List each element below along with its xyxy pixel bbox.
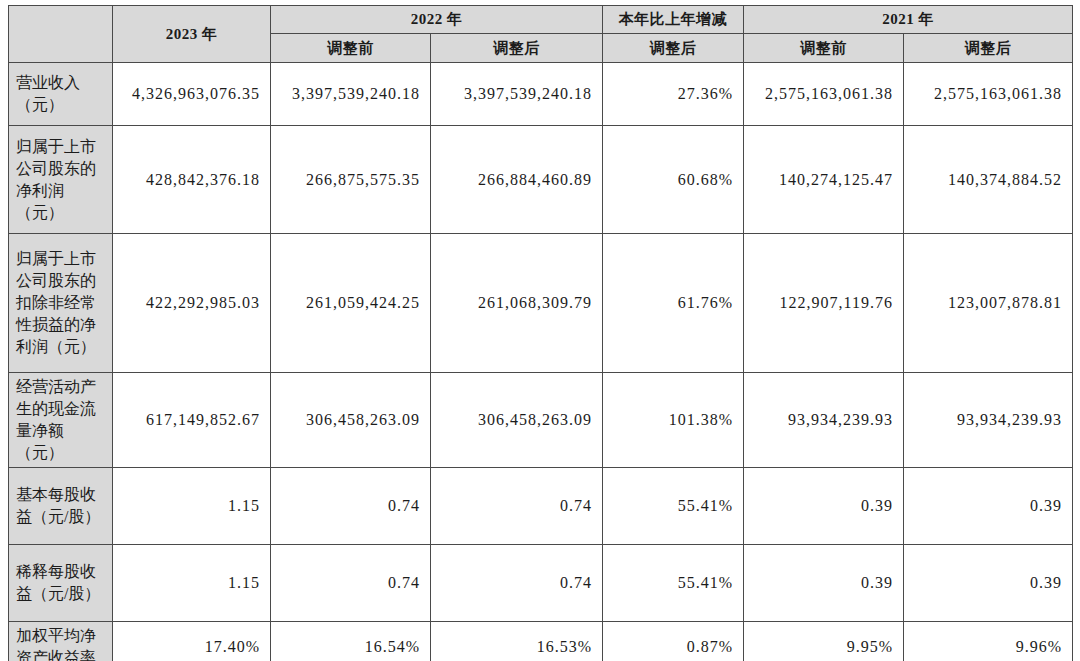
table-row-basic-eps: 基本每股收益（元/股） 1.15 0.74 0.74 55.41% 0.39 0… bbox=[9, 468, 1073, 545]
cell-2022-before: 3,397,539,240.18 bbox=[271, 63, 431, 126]
cell-2022-before: 266,875,575.35 bbox=[271, 126, 431, 234]
header-2021: 2021 年 bbox=[744, 6, 1073, 34]
row-label: 基本每股收益（元/股） bbox=[9, 468, 113, 545]
document-page: 2023 年 2022 年 本年比上年增减 2021 年 调整前 调整后 调整后… bbox=[0, 0, 1080, 661]
header-2021-adj-after: 调整后 bbox=[904, 34, 1073, 63]
cell-2021-after: 123,007,878.81 bbox=[904, 234, 1073, 373]
cell-change: 55.41% bbox=[603, 545, 744, 622]
table-header: 2023 年 2022 年 本年比上年增减 2021 年 调整前 调整后 调整后… bbox=[9, 6, 1073, 63]
header-row-1: 2023 年 2022 年 本年比上年增减 2021 年 bbox=[9, 6, 1073, 34]
cell-2022-before: 261,059,424.25 bbox=[271, 234, 431, 373]
table-row-weighted-avg-roe: 加权平均净资产收益率 17.40% 16.54% 16.53% 0.87% 9.… bbox=[9, 622, 1073, 661]
row-label: 稀释每股收益（元/股） bbox=[9, 545, 113, 622]
corner-header-cell bbox=[9, 6, 113, 63]
table-row-net-profit-excl-nonrecurring: 归属于上市公司股东的扣除非经常性损益的净利润（元） 422,292,985.03… bbox=[9, 234, 1073, 373]
header-change: 本年比上年增减 bbox=[603, 6, 744, 34]
cell-2021-before: 0.39 bbox=[744, 545, 904, 622]
cell-2022-after: 3,397,539,240.18 bbox=[431, 63, 603, 126]
table-row-revenue: 营业收入（元） 4,326,963,076.35 3,397,539,240.1… bbox=[9, 63, 1073, 126]
row-label: 加权平均净资产收益率 bbox=[9, 622, 113, 661]
cell-2021-before: 122,907,119.76 bbox=[744, 234, 904, 373]
header-2022-adj-before: 调整前 bbox=[271, 34, 431, 63]
cell-2022-before: 306,458,263.09 bbox=[271, 373, 431, 468]
cell-2021-after: 2,575,163,061.38 bbox=[904, 63, 1073, 126]
cell-2021-before: 93,934,239.93 bbox=[744, 373, 904, 468]
cell-change: 0.87% bbox=[603, 622, 744, 661]
cell-2022-after: 0.74 bbox=[431, 545, 603, 622]
table-row-net-profit: 归属于上市公司股东的净利润（元） 428,842,376.18 266,875,… bbox=[9, 126, 1073, 234]
cell-change: 60.68% bbox=[603, 126, 744, 234]
header-2021-adj-before: 调整前 bbox=[744, 34, 904, 63]
cell-2021-after: 93,934,239.93 bbox=[904, 373, 1073, 468]
cell-2023: 1.15 bbox=[113, 545, 271, 622]
cell-2022-after: 16.53% bbox=[431, 622, 603, 661]
cell-2023: 428,842,376.18 bbox=[113, 126, 271, 234]
row-label: 经营活动产生的现金流量净额（元） bbox=[9, 373, 113, 468]
cell-2023: 617,149,852.67 bbox=[113, 373, 271, 468]
table-body: 营业收入（元） 4,326,963,076.35 3,397,539,240.1… bbox=[9, 63, 1073, 661]
cell-2022-after: 306,458,263.09 bbox=[431, 373, 603, 468]
cell-2023: 17.40% bbox=[113, 622, 271, 661]
cell-2021-after: 9.96% bbox=[904, 622, 1073, 661]
header-change-adj-after: 调整后 bbox=[603, 34, 744, 63]
row-label: 营业收入（元） bbox=[9, 63, 113, 126]
cell-2022-before: 0.74 bbox=[271, 468, 431, 545]
header-2023: 2023 年 bbox=[113, 6, 271, 63]
header-2022: 2022 年 bbox=[271, 6, 603, 34]
cell-2021-before: 9.95% bbox=[744, 622, 904, 661]
table-row-diluted-eps: 稀释每股收益（元/股） 1.15 0.74 0.74 55.41% 0.39 0… bbox=[9, 545, 1073, 622]
row-label: 归属于上市公司股东的净利润（元） bbox=[9, 126, 113, 234]
cell-2021-before: 2,575,163,061.38 bbox=[744, 63, 904, 126]
cell-2023: 1.15 bbox=[113, 468, 271, 545]
cell-2023: 422,292,985.03 bbox=[113, 234, 271, 373]
cell-change: 61.76% bbox=[603, 234, 744, 373]
cell-2021-before: 0.39 bbox=[744, 468, 904, 545]
row-label: 归属于上市公司股东的扣除非经常性损益的净利润（元） bbox=[9, 234, 113, 373]
cell-change: 101.38% bbox=[603, 373, 744, 468]
cell-2022-after: 261,068,309.79 bbox=[431, 234, 603, 373]
cell-2021-after: 0.39 bbox=[904, 468, 1073, 545]
cell-2021-after: 0.39 bbox=[904, 545, 1073, 622]
cell-2022-before: 16.54% bbox=[271, 622, 431, 661]
cell-change: 27.36% bbox=[603, 63, 744, 126]
cell-2022-after: 266,884,460.89 bbox=[431, 126, 603, 234]
cell-2021-before: 140,274,125.47 bbox=[744, 126, 904, 234]
table-row-operating-cash-flow: 经营活动产生的现金流量净额（元） 617,149,852.67 306,458,… bbox=[9, 373, 1073, 468]
cell-2023: 4,326,963,076.35 bbox=[113, 63, 271, 126]
financial-summary-table: 2023 年 2022 年 本年比上年增减 2021 年 调整前 调整后 调整后… bbox=[8, 5, 1073, 661]
cell-change: 55.41% bbox=[603, 468, 744, 545]
cell-2021-after: 140,374,884.52 bbox=[904, 126, 1073, 234]
cell-2022-after: 0.74 bbox=[431, 468, 603, 545]
header-2022-adj-after: 调整后 bbox=[431, 34, 603, 63]
cell-2022-before: 0.74 bbox=[271, 545, 431, 622]
